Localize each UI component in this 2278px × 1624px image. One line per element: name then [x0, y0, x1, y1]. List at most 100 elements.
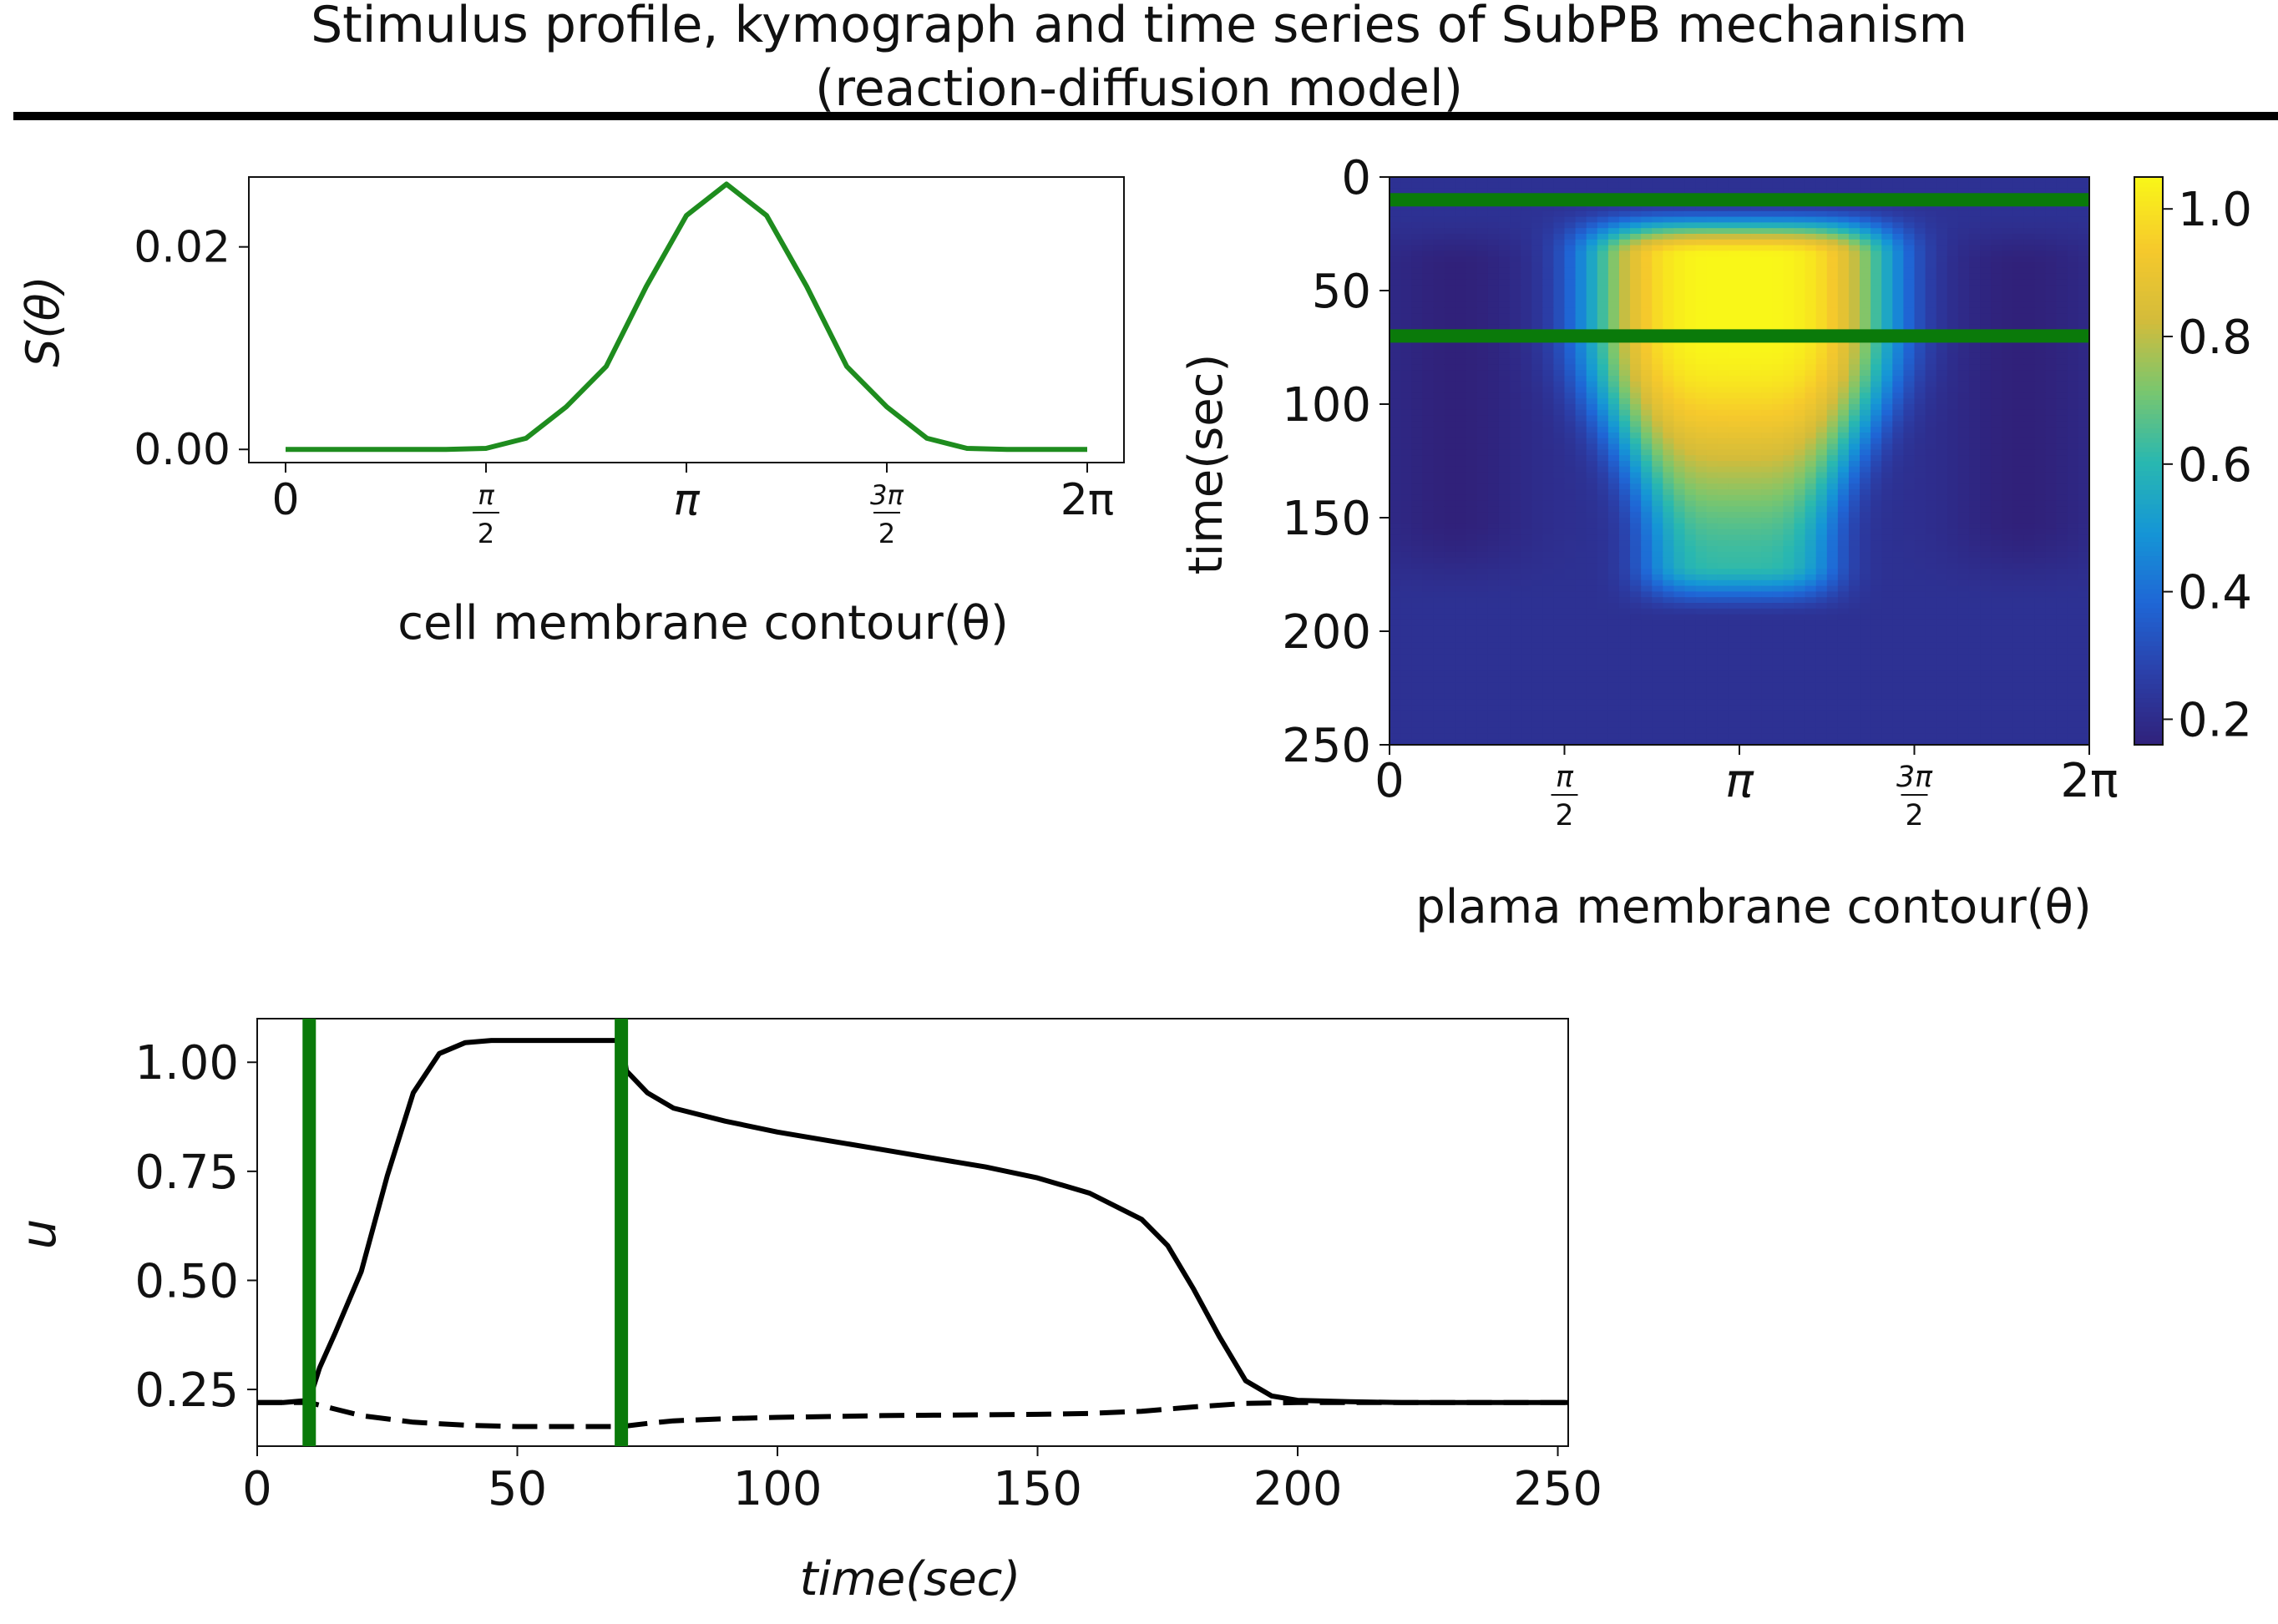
heatmap-cell — [1739, 540, 1751, 547]
heatmap-cell — [1695, 313, 1708, 320]
heatmap-cell — [1673, 234, 1686, 240]
heatmap-cell — [1750, 352, 1762, 360]
heatmap-cell — [1597, 597, 1609, 604]
heatmap-cell — [1783, 245, 1795, 251]
heatmap-cell — [1936, 392, 1948, 399]
heatmap-cell — [1597, 352, 1609, 360]
heatmap-cell — [1400, 569, 1412, 575]
heatmap-cell — [1400, 608, 1412, 615]
heatmap-cell — [1652, 500, 1663, 507]
heatmap-cell — [1750, 574, 1762, 581]
heatmap-cell — [1957, 409, 1970, 417]
heatmap-cell — [1618, 449, 1631, 456]
heatmap-cell — [1968, 466, 1981, 473]
heatmap-cell — [1695, 262, 1708, 269]
heatmap-cell — [2045, 370, 2058, 377]
heatmap-cell — [1794, 551, 1806, 559]
heatmap-cell — [1881, 296, 1893, 303]
heatmap-cell — [1717, 188, 1729, 195]
heatmap-cell — [1400, 279, 1412, 286]
heatmap-cell — [1673, 250, 1686, 257]
heatmap-cell — [1892, 364, 1904, 371]
heatmap-cell — [1892, 296, 1904, 303]
heatmap-cell — [1487, 222, 1500, 229]
heatmap-cell — [1542, 455, 1554, 462]
heatmap-cell — [1837, 205, 1850, 212]
heatmap-cell — [1968, 500, 1981, 507]
heatmap-cell — [2002, 443, 2013, 450]
heatmap-cell — [1783, 603, 1795, 610]
heatmap-cell — [1826, 381, 1839, 388]
heatmap-cell — [1968, 370, 1981, 377]
heatmap-cell — [1521, 313, 1532, 320]
heatmap-cell — [1805, 291, 1817, 297]
heatmap-cell — [1476, 512, 1489, 519]
heatmap-cell — [1717, 358, 1729, 365]
heatmap-cell — [1455, 364, 1467, 371]
heatmap-cell — [1903, 239, 1916, 246]
heatmap-cell — [2012, 506, 2025, 513]
heatmap-cell — [1837, 404, 1850, 411]
heatmap-cell — [1521, 483, 1532, 490]
heatmap-cell — [2012, 188, 2025, 195]
heatmap-cell — [2002, 301, 2013, 308]
heatmap-cell — [1772, 597, 1784, 604]
heatmap-cell — [1925, 285, 1937, 291]
heatmap-cell — [1618, 574, 1631, 581]
heatmap-cell — [1673, 506, 1686, 513]
heatmap-cell — [2023, 387, 2036, 393]
heatmap-cell — [1531, 585, 1543, 592]
heatmap-cell — [1607, 472, 1620, 478]
heatmap-cell — [1761, 534, 1773, 541]
heatmap-cell — [1881, 557, 1893, 564]
heatmap-cell — [1739, 307, 1751, 314]
heatmap-cell — [1936, 523, 1948, 530]
heatmap-cell — [2023, 364, 2036, 371]
heatmap-cell — [1630, 188, 1642, 195]
heatmap-cell — [2002, 222, 2013, 229]
heatmap-cell — [1455, 449, 1467, 456]
heatmap-cell — [1695, 319, 1708, 326]
heatmap-cell — [2067, 234, 2079, 240]
heatmap-cell — [2078, 387, 2090, 393]
heatmap-cell — [1750, 494, 1762, 502]
heatmap-cell — [2067, 608, 2079, 615]
heatmap-cell — [1553, 313, 1566, 320]
heatmap-cell — [1968, 210, 1981, 218]
heatmap-cell — [1586, 597, 1598, 604]
heatmap-cell — [1564, 387, 1577, 393]
heatmap-cell — [1870, 370, 1882, 377]
heatmap-cell — [1400, 438, 1412, 445]
heatmap-cell — [1618, 279, 1631, 286]
heatmap-cell — [1422, 449, 1434, 456]
heatmap-cell — [1925, 461, 1937, 468]
heatmap-cell — [1542, 421, 1554, 428]
heatmap-cell — [1684, 512, 1697, 519]
heatmap-cell — [1444, 415, 1456, 422]
heatmap-cell — [1390, 256, 1401, 263]
heatmap-cell — [1848, 245, 1860, 251]
heatmap-cell — [1455, 222, 1467, 229]
heatmap-cell — [1510, 205, 1521, 212]
heatmap-cell — [1466, 597, 1478, 604]
heatmap-cell — [2056, 546, 2068, 553]
heatmap-cell — [2002, 591, 2013, 598]
heatmap-cell — [2002, 512, 2013, 519]
heatmap-cell — [1510, 563, 1521, 569]
heatmap-cell — [1860, 273, 1871, 280]
heatmap-cell — [1531, 210, 1543, 218]
heatmap-cell — [1542, 500, 1554, 507]
heatmap-cell — [1739, 245, 1751, 251]
heatmap-cell — [1881, 324, 1893, 331]
heatmap-cell — [1618, 301, 1631, 308]
heatmap-cell — [1706, 291, 1719, 297]
heatmap-cell — [1673, 518, 1686, 524]
heatmap-cell — [1991, 563, 2002, 569]
heatmap-cell — [1695, 433, 1708, 439]
heatmap-cell — [1750, 540, 1762, 547]
heatmap-cell — [1422, 262, 1434, 269]
heatmap-cell — [1673, 387, 1686, 393]
heatmap-cell — [1652, 534, 1663, 541]
heatmap-cell — [2045, 228, 2058, 235]
heatmap-cell — [1510, 296, 1521, 303]
